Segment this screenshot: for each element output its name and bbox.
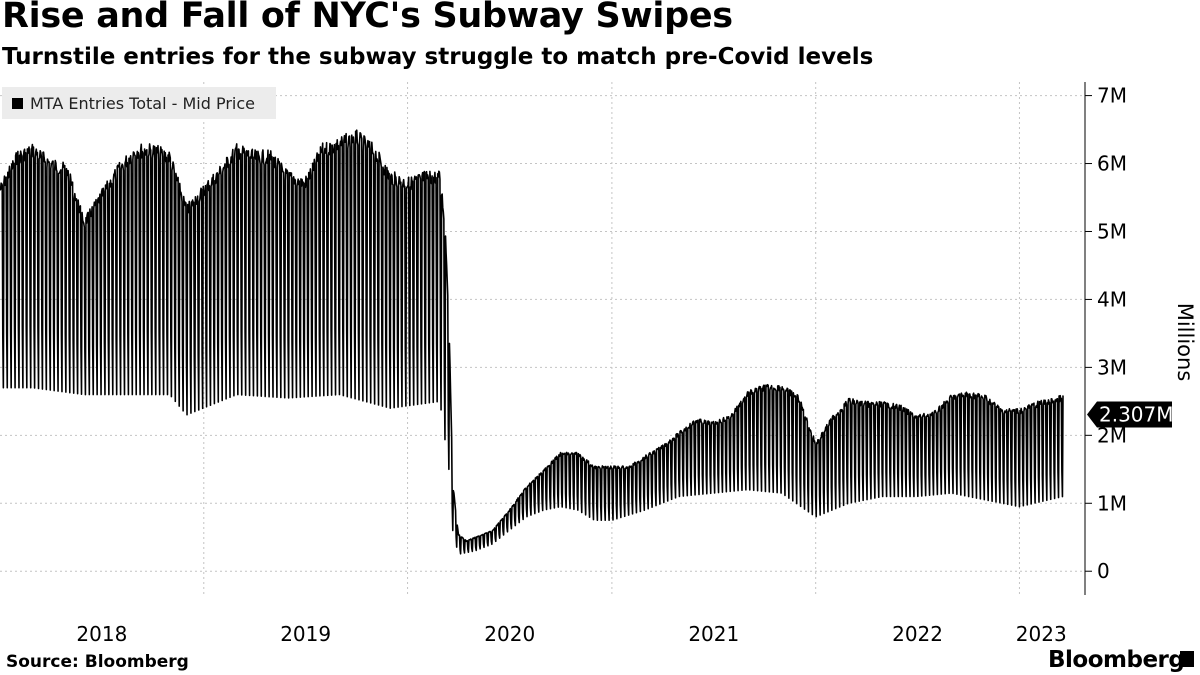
source-note: Source: Bloomberg — [6, 652, 189, 672]
x-axis: 2018 2019 2020 2021 2022 2023 — [76, 622, 1066, 646]
legend-swatch — [12, 97, 23, 109]
y-tick-label: 5M — [1097, 219, 1127, 243]
series-layer — [0, 129, 1064, 555]
legend: MTA Entries Total - Mid Price — [2, 87, 276, 119]
chart-title: Rise and Fall of NYC's Subway Swipes — [2, 0, 733, 36]
x-tick-label: 2018 — [76, 622, 127, 646]
y-tick-label: 1M — [1097, 491, 1127, 515]
x-tick-label: 2019 — [280, 622, 331, 646]
chart-subtitle: Turnstile entries for the subway struggl… — [2, 44, 874, 70]
y-axis-label: Millions — [1173, 302, 1197, 382]
series-line-mta-entries — [0, 129, 1064, 555]
last-value-badge — [1087, 401, 1172, 428]
y-tick-label: 3M — [1097, 355, 1127, 379]
y-tick-label: 0 — [1097, 559, 1110, 583]
last-value-tag: 2.307M — [1087, 401, 1174, 428]
brand-logo: Bloomberg — [1048, 647, 1185, 673]
y-tick-label: 7M — [1097, 84, 1127, 108]
x-tick-label: 2022 — [892, 622, 943, 646]
x-tick-label: 2020 — [484, 622, 535, 646]
legend-label: MTA Entries Total - Mid Price — [30, 93, 256, 113]
x-tick-label: 2021 — [688, 622, 739, 646]
brand-mark-icon — [1180, 651, 1194, 667]
y-tick-label: 4M — [1097, 287, 1127, 311]
y-tick-label: 6M — [1097, 152, 1127, 176]
last-value-label: 2.307M — [1099, 402, 1174, 426]
x-tick-label: 2023 — [1016, 622, 1067, 646]
